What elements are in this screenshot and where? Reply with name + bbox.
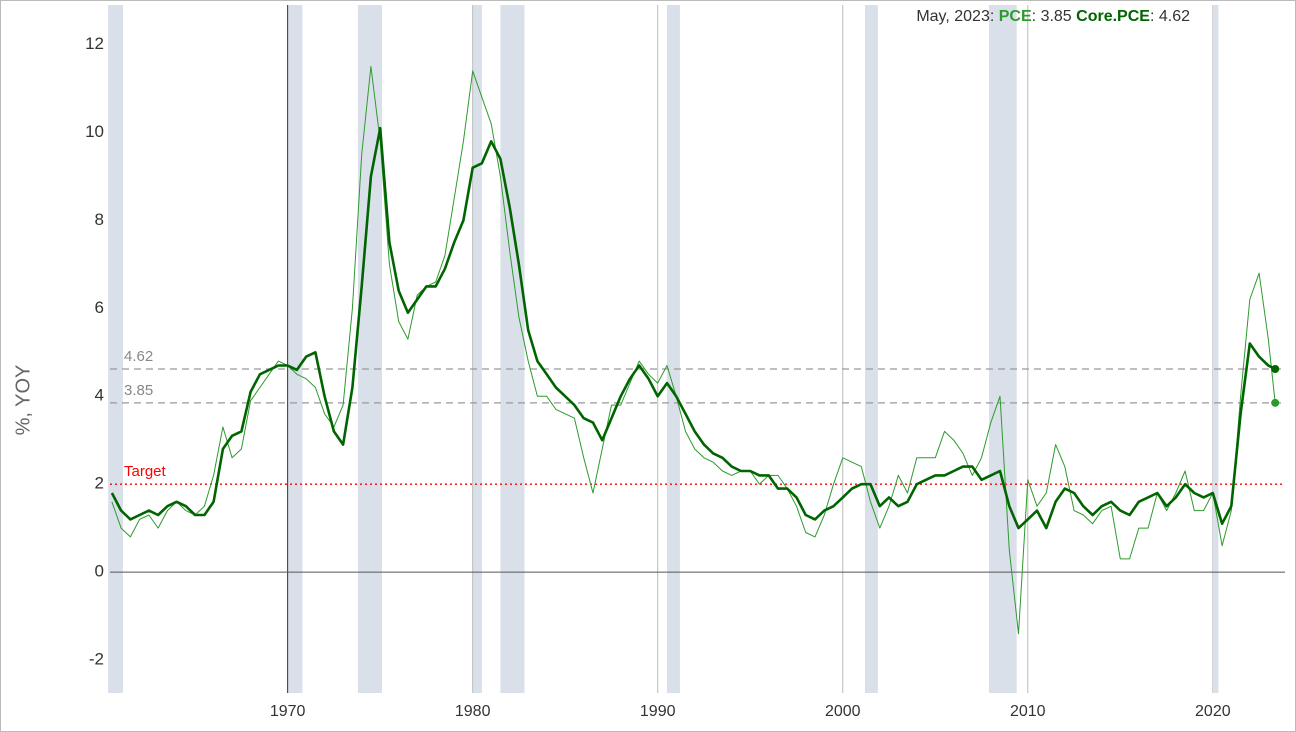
x-tick-label: 2000	[825, 703, 861, 720]
header-separator: :	[1150, 8, 1154, 25]
labels: 1970 1980 1990 2000 2010 2020 -2 0 2 4 6 8 10 12 4.62 3…	[85, 34, 1231, 720]
y-tick-label: 10	[85, 122, 104, 141]
recession-band	[108, 5, 123, 693]
end-dot	[1271, 398, 1280, 407]
header: May, 2023: PCE: 3.85 Core.PCE: 4.62	[916, 8, 1190, 25]
recession-band	[500, 5, 525, 693]
series-line	[110, 126, 1276, 530]
header-value: 4.62	[1159, 8, 1190, 25]
y-tick-label: 6	[95, 298, 104, 317]
header-date: May, 2023:	[916, 8, 994, 25]
y-tick-label: 0	[95, 562, 104, 581]
reference-label: Target	[124, 463, 167, 480]
x-tick-label: 1990	[640, 703, 676, 720]
recession-band	[357, 5, 383, 693]
grid	[110, 5, 1285, 693]
end-dot	[1271, 365, 1280, 374]
recession-band	[864, 5, 878, 693]
recession-band	[666, 5, 680, 693]
series-lines	[110, 66, 1280, 635]
x-tick-label: 1970	[270, 703, 306, 720]
reference-label: 4.62	[124, 348, 153, 365]
x-tick-label: 1980	[455, 703, 491, 720]
recession-band	[287, 5, 303, 693]
y-tick-label: 4	[95, 386, 104, 405]
header-series-name: Core.PCE	[1076, 8, 1150, 25]
recession-band	[1213, 5, 1219, 693]
header-separator: :	[1032, 8, 1036, 25]
recession-band	[472, 5, 482, 693]
y-tick-label: 2	[95, 474, 104, 493]
y-tick-label: -2	[89, 650, 104, 669]
series-line	[111, 66, 1276, 635]
reference-lines	[110, 368, 1285, 485]
reference-label: 3.85	[124, 382, 153, 399]
header-series-name: PCE	[999, 8, 1032, 25]
y-tick-label: 12	[85, 34, 104, 53]
y-axis-label: %, YOY	[12, 365, 34, 436]
x-tick-label: 2010	[1010, 703, 1046, 720]
y-tick-label: 8	[95, 210, 104, 229]
header-value: 3.85	[1041, 8, 1072, 25]
recession-band	[988, 5, 1017, 693]
x-tick-label: 2020	[1195, 703, 1231, 720]
